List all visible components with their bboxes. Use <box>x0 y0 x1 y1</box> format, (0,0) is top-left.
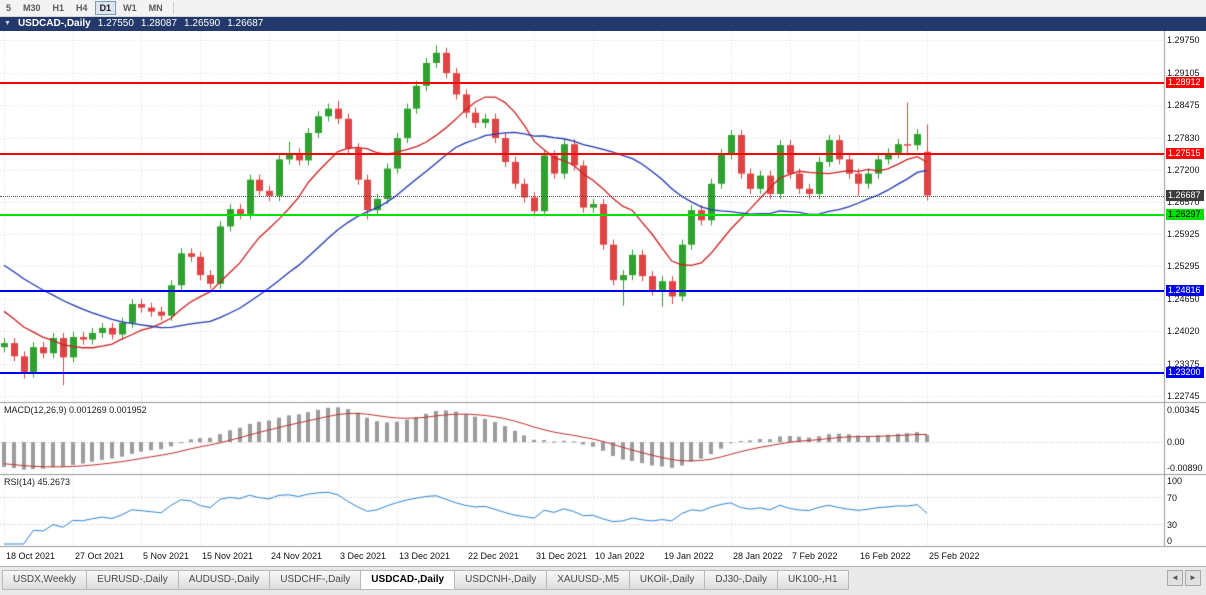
tab-scroll-controls: ◄ ► <box>1167 570 1201 586</box>
price-scale-label: 1.24650 <box>1167 293 1200 304</box>
date-axis-label: 22 Dec 2021 <box>468 551 520 561</box>
current-price-line <box>0 195 1164 197</box>
macd-scale-max-label: 0.00345 <box>1167 405 1200 415</box>
tab-usdcad-daily[interactable]: USDCAD-,Daily <box>361 570 456 590</box>
rsi-indicator-header: RSI(14) 45.2673 <box>4 477 70 487</box>
tab-audusd-daily[interactable]: AUDUSD-,Daily <box>178 570 271 590</box>
price-scale-label: 1.29105 <box>1167 67 1200 78</box>
ohlc-close: 1.26687 <box>227 18 264 29</box>
tab-usdchf-daily[interactable]: USDCHF-,Daily <box>270 570 362 590</box>
price-scale-label: 1.24020 <box>1167 325 1200 336</box>
rsi-scale-label-70: 70 <box>1167 493 1178 504</box>
date-axis-label: 13 Dec 2021 <box>399 551 451 561</box>
price-scale-label: 1.22745 <box>1167 390 1200 401</box>
period-button-d1[interactable]: D1 <box>94 1 117 15</box>
date-axis-label: 19 Jan 2022 <box>664 551 714 561</box>
date-axis-label: 28 Jan 2022 <box>733 551 783 561</box>
ohlc-high: 1.28087 <box>140 18 178 29</box>
macd-indicator-header: MACD(12,26,9) 0.001269 0.001952 <box>4 405 147 415</box>
price-scale-label: 1.26570 <box>1167 196 1200 207</box>
ohlc-open: 1.27550 <box>97 18 134 29</box>
resistance-line-1-27515-price-badge: 1.27515 <box>1166 147 1204 159</box>
rsi-scale-label-100: 100 <box>1167 476 1183 486</box>
price-scale-label: 1.25295 <box>1167 261 1200 272</box>
price-scale-label: 1.23375 <box>1167 358 1200 369</box>
price-chart-canvas[interactable] <box>0 31 1206 566</box>
price-scale-label: 1.25925 <box>1167 229 1200 240</box>
tab-uk100-h1[interactable]: UK100-,H1 <box>778 570 849 590</box>
date-axis-label: 31 Dec 2021 <box>536 551 588 561</box>
tab-scroll-left-icon[interactable]: ◄ <box>1167 570 1183 586</box>
support-line-1-26297-price-badge: 1.26297 <box>1166 209 1204 221</box>
toolbar-separator <box>172 2 174 14</box>
rsi-value: 45.2673 <box>37 477 71 487</box>
date-axis-label: 7 Feb 2022 <box>792 551 838 561</box>
tab-usdx-weekly[interactable]: USDX,Weekly <box>2 570 88 590</box>
price-scale-label: 1.29750 <box>1167 35 1200 46</box>
timeframe-toolbar: 5 M30 H1 H4 D1 W1 MN <box>0 0 1206 17</box>
rsi-scale-label-30: 30 <box>1167 519 1178 530</box>
tab-eurusd-daily[interactable]: EURUSD-,Daily <box>87 570 179 590</box>
resistance-line-1-28912[interactable] <box>0 81 1164 84</box>
support-line-1-24816-price-badge: 1.24816 <box>1166 284 1204 296</box>
period-button-h1[interactable]: H1 <box>48 1 70 15</box>
chart-menu-icon[interactable]: ▼ <box>4 20 11 27</box>
current-price-badge: 1.26687 <box>1166 189 1204 201</box>
period-button-mn[interactable]: MN <box>144 1 168 15</box>
date-axis-label: 27 Oct 2021 <box>75 551 125 561</box>
period-button-w1[interactable]: W1 <box>118 1 142 15</box>
period-button-h4[interactable]: H4 <box>71 1 93 15</box>
date-axis-label: 18 Oct 2021 <box>6 551 56 561</box>
date-axis-label: 3 Dec 2021 <box>340 551 387 561</box>
tab-dj30-daily[interactable]: DJ30-,Daily <box>705 570 779 590</box>
price-scale-label: 1.27830 <box>1167 132 1200 143</box>
tab-ukoil-daily[interactable]: UKOil-,Daily <box>629 570 706 590</box>
macd-scale-min-label: -0.00890 <box>1167 463 1203 473</box>
macd-scale-zero-label: 0.00 <box>1167 437 1185 448</box>
date-axis-label: 24 Nov 2021 <box>271 551 323 561</box>
ohlc-low: 1.26590 <box>184 18 221 29</box>
macd-main-value: 0.001269 <box>69 405 107 415</box>
macd-label: MACD(12,26,9) <box>4 405 67 415</box>
date-axis-label: 16 Feb 2022 <box>860 551 911 561</box>
support-line-1-24816[interactable] <box>0 289 1164 292</box>
chart-symbol-period: USDCAD-,Daily <box>17 18 91 29</box>
support-line-1-23200-price-badge: 1.23200 <box>1166 366 1204 378</box>
tab-xauusd-m5[interactable]: XAUUSD-,M5 <box>547 570 630 590</box>
date-axis-label: 25 Feb 2022 <box>929 551 980 561</box>
rsi-label: RSI(14) <box>4 477 36 487</box>
resistance-line-1-28912-price-badge: 1.28912 <box>1166 76 1204 88</box>
support-line-1-23200[interactable] <box>0 371 1164 374</box>
chart-title-bar: ▼ USDCAD-,Daily 1.27550 1.28087 1.26590 … <box>0 17 1206 31</box>
support-line-1-26297[interactable] <box>0 214 1164 217</box>
chart-tabs-bar: USDX,Weekly EURUSD-,Daily AUDUSD-,Daily USD… <box>0 566 1206 595</box>
price-scale-label: 1.28475 <box>1167 99 1200 110</box>
resistance-line-1-27515[interactable] <box>0 152 1164 155</box>
date-axis-label: 15 Nov 2021 <box>202 551 254 561</box>
period-button-m30[interactable]: M30 <box>18 1 46 15</box>
macd-signal-value: 0.001952 <box>109 405 147 415</box>
tab-scroll-right-icon[interactable]: ► <box>1185 570 1201 586</box>
period-button-5[interactable]: 5 <box>1 1 16 15</box>
price-scale-label: 1.27200 <box>1167 164 1200 175</box>
date-axis-label: 5 Nov 2021 <box>143 551 190 561</box>
rsi-scale-label-0: 0 <box>1167 536 1173 546</box>
date-axis-label: 10 Jan 2022 <box>595 551 645 561</box>
tab-usdcnh-daily[interactable]: USDCNH-,Daily <box>455 570 548 590</box>
